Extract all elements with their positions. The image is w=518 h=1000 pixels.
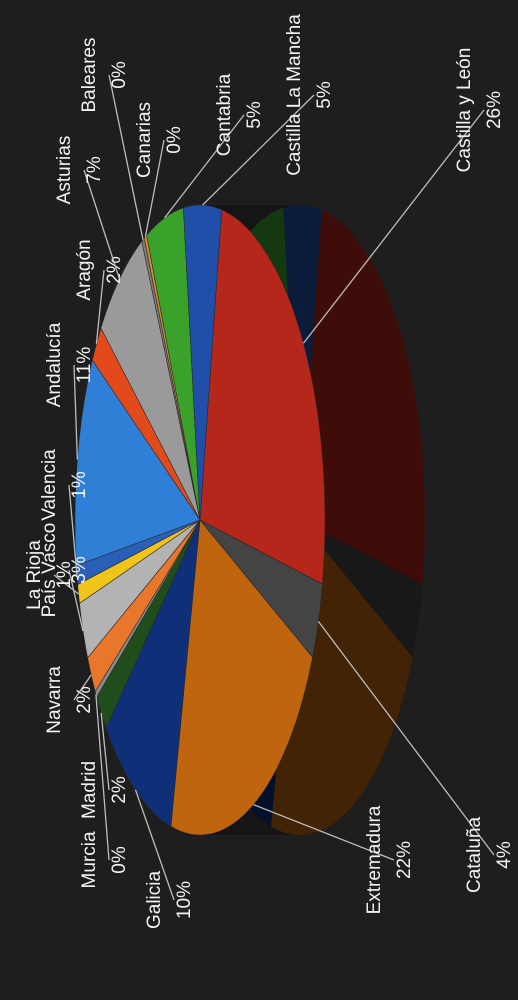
slice-label-name: Navarra (44, 666, 65, 734)
leader-line-13 (108, 74, 144, 240)
slice-label-value: 0% (164, 126, 185, 154)
slice-label-value: 2% (104, 256, 125, 284)
pie-slice-16 (183, 204, 223, 521)
slice-label-value: 22% (394, 841, 415, 879)
slice-label-9: Valencia 1% (39, 449, 90, 521)
slice-label-name: Castilla y León (454, 48, 475, 173)
slice-label-7: País Vasco 3% (39, 523, 90, 618)
leader-line-2 (253, 804, 395, 861)
slice-label-name: Extremadura (364, 805, 385, 914)
slice-label-value: 5% (314, 81, 335, 109)
slice-label-11: Aragón 2% (74, 239, 125, 300)
slice-label-value: 11% (74, 347, 95, 384)
slice-label-15: Cantabria 5% (214, 73, 265, 156)
slice-label-name: Baleares (79, 38, 100, 113)
slice-label-value: 2% (109, 776, 130, 804)
leader-line-0 (302, 109, 485, 344)
slice-label-16: Castilla La Mancha 5% (284, 14, 335, 176)
slice-label-value: 0% (109, 846, 130, 874)
slice-label-value: 5% (244, 101, 265, 129)
leader-line-9 (68, 484, 78, 576)
slice-label-name: Cataluña (464, 817, 485, 893)
slice-label-13: Baleares 0% (79, 38, 130, 113)
slice-label-10: Andalucía 11% (44, 322, 95, 407)
pie-labels: Castilla y León 26% Cataluña 4% Extremadura 2… (24, 14, 515, 929)
slice-label-name: País Vasco (39, 523, 60, 618)
pie-slice-0 (199, 209, 326, 585)
slice-label-8: La Rioja 1% (24, 540, 75, 610)
slice-label-3: Galicia 10% (144, 871, 195, 930)
pie-slice-10 (74, 359, 201, 566)
slice-label-12: Asturias 7% (54, 136, 105, 205)
slice-label-value: 4% (494, 841, 515, 869)
leader-line-3 (134, 789, 175, 901)
slice-label-name: Murcia (79, 831, 100, 888)
slice-label-value: 10% (174, 881, 195, 919)
slice-label-6: Navarra 2% (44, 666, 95, 734)
slice-label-1: Cataluña 4% (464, 817, 515, 893)
slice-label-name: Canarias (134, 102, 155, 178)
leader-line-15 (164, 114, 245, 219)
slice-label-name: Aragón (74, 239, 95, 300)
slice-label-name: Galicia (144, 871, 165, 930)
leader-line-1 (317, 620, 495, 856)
pie-depth-1 (300, 520, 423, 658)
slice-label-4: Madrid 2% (79, 761, 130, 819)
leader-line-14 (144, 139, 165, 237)
slice-label-value: 26% (484, 91, 505, 129)
slice-label-name: Castilla La Mancha (284, 14, 305, 176)
slice-label-value: 2% (74, 686, 95, 714)
slice-label-2: Extremadura 22% (364, 805, 415, 914)
slice-label-name: Andalucía (44, 322, 65, 407)
leader-line-7 (68, 569, 84, 632)
slice-label-value: 3% (69, 556, 90, 584)
slice-label-name: Valencia (39, 449, 60, 521)
slice-label-name: Asturias (54, 136, 75, 205)
pie-slices (74, 204, 326, 836)
leader-line-4 (100, 712, 110, 791)
pie-depth-0 (300, 209, 425, 584)
leader-line-5 (95, 694, 110, 861)
slice-label-name: La Rioja (24, 540, 45, 610)
leader-line-11 (95, 269, 105, 344)
slice-label-name: Madrid (79, 761, 100, 819)
slice-label-0: Castilla y León 26% (454, 48, 505, 173)
slice-label-value: 0% (109, 61, 130, 89)
leader-line-10 (73, 364, 78, 460)
pie-slice-2 (170, 519, 313, 836)
slice-label-5: Murcia 0% (79, 831, 130, 888)
leader-line-8 (53, 574, 79, 595)
leader-line-16 (202, 94, 315, 206)
slice-label-value: 7% (84, 156, 105, 184)
slice-label-name: Cantabria (214, 73, 235, 156)
leader-line-6 (73, 674, 92, 701)
slice-label-value: 1% (54, 561, 75, 589)
slice-label-value: 1% (69, 471, 90, 499)
leader-line-12 (83, 169, 121, 280)
slice-label-14: Canarias 0% (134, 102, 185, 178)
